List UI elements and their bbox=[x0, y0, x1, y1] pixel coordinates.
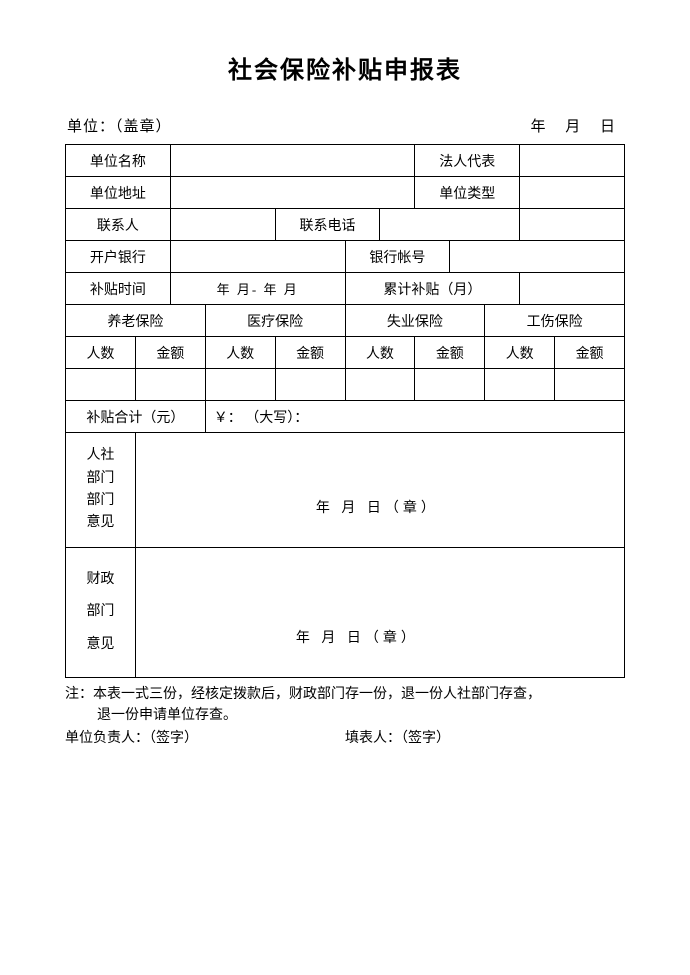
value-medical-persons bbox=[205, 369, 275, 401]
footer-signatures: 单位负责人：（签字） 填表人：（签字） bbox=[65, 728, 625, 749]
label-cumulative-subsidy: 累计补贴（月） bbox=[345, 273, 520, 305]
value-unemployment-persons bbox=[345, 369, 415, 401]
row-unit-address: 单位地址 单位类型 bbox=[66, 177, 625, 209]
label-bank: 开户银行 bbox=[66, 241, 171, 273]
row-contact: 联系人 联系电话 bbox=[66, 209, 625, 241]
row-subsidy-period: 补贴时间 年 月- 年 月 累计补贴（月） bbox=[66, 273, 625, 305]
label-unemployment-persons: 人数 bbox=[345, 337, 415, 369]
label-unemployment-amount: 金额 bbox=[415, 337, 485, 369]
value-subsidy-period: 年 月- 年 月 bbox=[170, 273, 345, 305]
header-row: 单位：（盖章） 年 月 日 bbox=[65, 115, 625, 136]
value-contact-phone bbox=[380, 209, 520, 241]
value-injury-amount bbox=[555, 369, 625, 401]
value-subtotal: ￥： （大写）： bbox=[205, 401, 624, 433]
footer-note2: 退一份申请单位存查。 bbox=[65, 705, 625, 726]
form-title: 社会保险补贴申报表 bbox=[65, 50, 625, 85]
finance-l2: 部门 bbox=[68, 601, 133, 623]
value-legal-rep bbox=[520, 145, 625, 177]
unit-seal-label: 单位：（盖章） bbox=[67, 115, 172, 136]
unit-leader-sign: 单位负责人：（签字） bbox=[65, 728, 345, 749]
label-subsidy-period: 补贴时间 bbox=[66, 273, 171, 305]
row-subtotal: 补贴合计（元） ￥： （大写）： bbox=[66, 401, 625, 433]
label-finance-dept: 财政 部门 意见 bbox=[66, 548, 136, 678]
label-medical: 医疗保险 bbox=[205, 305, 345, 337]
social-l1: 人社 bbox=[68, 445, 133, 467]
row-unit-name: 单位名称 法人代表 bbox=[66, 145, 625, 177]
value-medical-amount bbox=[275, 369, 345, 401]
row-persons-amount-values bbox=[66, 369, 625, 401]
label-contact-person: 联系人 bbox=[66, 209, 171, 241]
finance-l3: 意见 bbox=[68, 634, 133, 656]
label-legal-rep: 法人代表 bbox=[415, 145, 520, 177]
social-l4: 意见 bbox=[68, 512, 133, 534]
label-social-dept: 人社 部门 部门 意见 bbox=[66, 433, 136, 548]
value-bank-account bbox=[450, 241, 625, 273]
social-l3: 部门 bbox=[68, 490, 133, 512]
row-insurance-types: 养老保险 医疗保险 失业保险 工伤保险 bbox=[66, 305, 625, 337]
label-medical-amount: 金额 bbox=[275, 337, 345, 369]
value-social-dept-opinion: 年 月 日（章） bbox=[135, 433, 624, 548]
date-ymd: 年 月 日 bbox=[530, 115, 623, 136]
label-pension: 养老保险 bbox=[66, 305, 206, 337]
value-unit-name bbox=[170, 145, 415, 177]
label-injury-persons: 人数 bbox=[485, 337, 555, 369]
label-unit-address: 单位地址 bbox=[66, 177, 171, 209]
label-bank-account: 银行帐号 bbox=[345, 241, 450, 273]
label-pension-persons: 人数 bbox=[66, 337, 136, 369]
value-unit-address bbox=[170, 177, 415, 209]
form-filler-sign: 填表人：（签字） bbox=[345, 728, 625, 749]
row-persons-amount-header: 人数 金额 人数 金额 人数 金额 人数 金额 bbox=[66, 337, 625, 369]
value-bank bbox=[170, 241, 345, 273]
application-table: 单位名称 法人代表 单位地址 单位类型 联系人 联系电话 开户银行 银行帐号 补… bbox=[65, 144, 625, 678]
value-contact-person bbox=[170, 209, 275, 241]
row-finance-dept-opinion: 财政 部门 意见 年 月 日（章） bbox=[66, 548, 625, 678]
footer: 注：本表一式三份，经核定拨款后，财政部门存一份，退一份人社部门存查， 退一份申请… bbox=[65, 684, 625, 749]
value-cumulative-subsidy bbox=[520, 273, 625, 305]
row-social-dept-opinion: 人社 部门 部门 意见 年 月 日（章） bbox=[66, 433, 625, 548]
label-contact-phone: 联系电话 bbox=[275, 209, 380, 241]
label-pension-amount: 金额 bbox=[135, 337, 205, 369]
label-subtotal: 补贴合计（元） bbox=[66, 401, 206, 433]
label-unit-name: 单位名称 bbox=[66, 145, 171, 177]
value-injury-persons bbox=[485, 369, 555, 401]
row-bank: 开户银行 银行帐号 bbox=[66, 241, 625, 273]
footer-note1: 注：本表一式三份，经核定拨款后，财政部门存一份，退一份人社部门存查， bbox=[65, 684, 625, 705]
value-finance-dept-opinion: 年 月 日（章） bbox=[135, 548, 624, 678]
finance-l1: 财政 bbox=[68, 569, 133, 591]
label-medical-persons: 人数 bbox=[205, 337, 275, 369]
value-unemployment-amount bbox=[415, 369, 485, 401]
value-pension-amount bbox=[135, 369, 205, 401]
label-injury-amount: 金额 bbox=[555, 337, 625, 369]
label-injury: 工伤保险 bbox=[485, 305, 625, 337]
label-unit-type: 单位类型 bbox=[415, 177, 520, 209]
value-unit-type bbox=[520, 177, 625, 209]
value-pension-persons bbox=[66, 369, 136, 401]
social-l2: 部门 bbox=[68, 468, 133, 490]
value-contact-extra bbox=[520, 209, 625, 241]
label-unemployment: 失业保险 bbox=[345, 305, 485, 337]
